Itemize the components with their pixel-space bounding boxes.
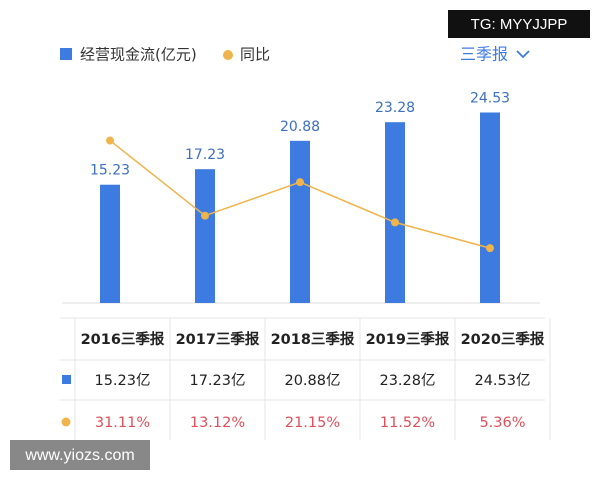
table-cell: 13.12%: [190, 415, 245, 431]
table-cell: 20.88亿: [284, 372, 340, 389]
legend-label: 同比: [240, 46, 270, 64]
table-header: 2016三季报: [81, 330, 165, 348]
table-cell: 17.23亿: [189, 372, 245, 389]
data-label: 20.88: [280, 119, 320, 135]
legend-swatch-bar: [60, 48, 72, 60]
bar: [100, 184, 120, 303]
table-cell: 15.23亿: [94, 372, 150, 389]
watermark-box: [10, 440, 150, 470]
dropdown-arrow[interactable]: [516, 50, 530, 59]
line-point: [296, 178, 304, 187]
line-point: [391, 218, 399, 227]
table-header: 2020三季报: [461, 330, 545, 348]
table-cell: 23.28亿: [379, 372, 435, 389]
legend-label: 经营现金流(亿元): [80, 46, 197, 64]
bar: [290, 140, 310, 303]
table-cell: 5.36%: [479, 415, 525, 431]
table-cell: 21.15%: [285, 415, 340, 431]
line-point: [201, 211, 209, 220]
row-icon: [62, 375, 71, 384]
bar: [385, 122, 405, 303]
table-header: 2018三季报: [271, 330, 355, 348]
data-label: 24.53: [470, 90, 510, 106]
data-label: 23.28: [375, 100, 415, 116]
table-cell: 31.11%: [95, 415, 150, 431]
watermark-box: [448, 10, 590, 38]
line-point: [106, 136, 114, 145]
table-header: 2019三季报: [366, 330, 450, 348]
bar: [195, 169, 215, 303]
table-cell: 24.53亿: [474, 372, 530, 389]
data-label: 17.23: [185, 147, 225, 163]
data-label: 15.23: [90, 163, 130, 179]
row-icon: [61, 417, 71, 427]
dropdown[interactable]: 三季报: [460, 45, 508, 64]
table-header: 2017三季报: [176, 330, 260, 348]
line-point: [486, 244, 494, 253]
legend-swatch-line: [223, 50, 233, 60]
watermark: TG: MYYJJPP: [471, 16, 568, 33]
bar: [480, 112, 500, 303]
watermark: www.yiozs.com: [24, 447, 134, 464]
table-cell: 11.52%: [380, 415, 435, 431]
